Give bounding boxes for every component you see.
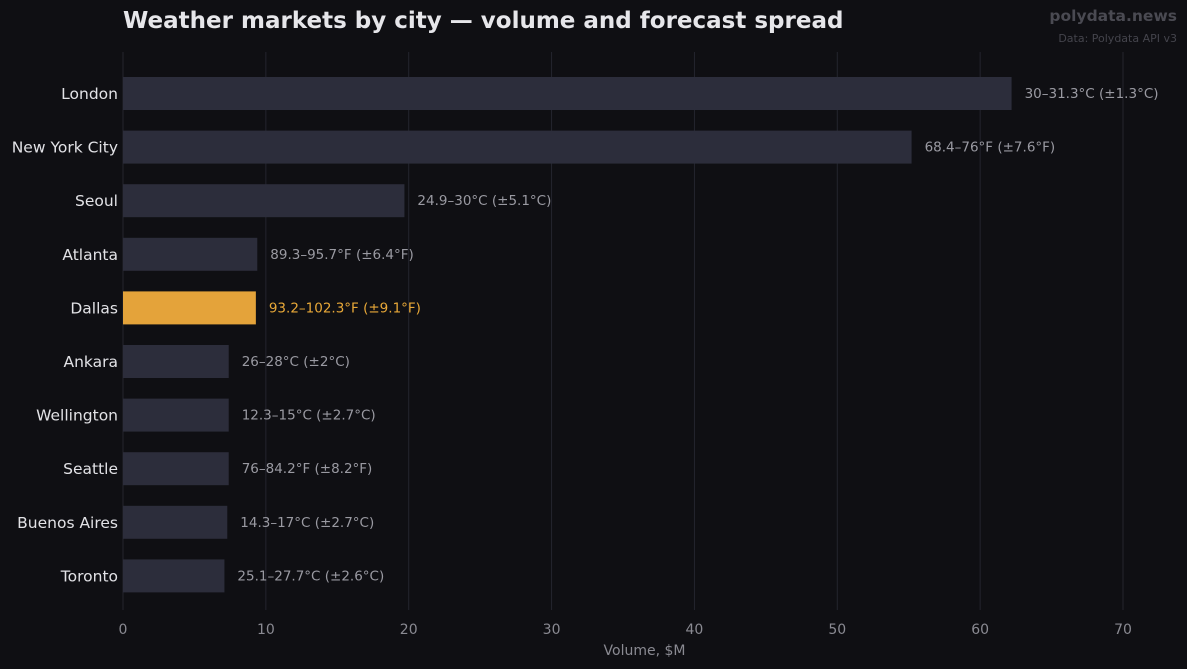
category-labels: London New York City Seoul Atlanta Dallas Ank… [12,85,118,585]
value-label: 26–28°C (±2°C) [242,354,350,370]
bar-wellington [123,398,229,432]
x-tick-label: 50 [828,622,846,638]
value-label: 24.9–30°C (±5.1°C) [417,193,551,209]
bar-seattle [123,452,229,486]
bar-london [123,77,1012,110]
x-tick-label: 40 [686,622,704,638]
bar-seoul [123,184,405,218]
category-label: Toronto [60,567,118,585]
bar-toronto [123,559,225,593]
x-tick-label: 30 [543,622,561,638]
bar-ankara [123,345,229,378]
category-label: London [61,85,118,103]
category-label: Buenos Aires [17,514,118,532]
value-label: 30–31.3°C (±1.3°C) [1025,86,1159,102]
value-labels: 30–31.3°C (±1.3°C) 68.4–76°F (±7.6°F) 24.9… [237,86,1158,584]
category-label: Atlanta [62,246,118,264]
value-label: 12.3–15°C (±2.7°C) [242,408,376,424]
x-tick-label: 60 [971,622,989,638]
bar-buenos-aires [123,505,228,539]
x-tick-label: 20 [400,622,418,638]
bar-dallas [123,291,256,325]
value-label: 93.2–102.3°F (±9.1°F) [269,300,421,316]
data-source: Data: Polydata API v3 [1058,32,1177,45]
bars [123,77,1012,593]
chart-title: Weather markets by city — volume and for… [123,8,844,34]
x-axis-title: Volume, $M [604,643,686,659]
value-label: 76–84.2°F (±8.2°F) [242,461,373,477]
bar-new-york-city [123,130,912,164]
value-label: 25.1–27.7°C (±2.6°C) [237,568,384,584]
x-tick-label: 0 [119,622,128,638]
value-label: 89.3–95.7°F (±6.4°F) [270,247,414,263]
bar-atlanta [123,237,258,271]
value-label: 14.3–17°C (±2.7°C) [240,515,374,531]
x-tick-label: 70 [1114,622,1132,638]
value-label: 68.4–76°F (±7.6°F) [925,140,1056,156]
x-tick-label: 10 [257,622,275,638]
category-label: Wellington [36,407,118,425]
category-label: Dallas [70,299,118,317]
category-label: Seoul [75,192,118,210]
brand-logo: polydata.news [1049,7,1177,25]
category-label: Ankara [64,353,119,371]
x-axis-ticks: 0 10 20 30 40 50 60 70 [119,622,1132,638]
category-label: New York City [12,139,118,157]
category-label: Seattle [63,460,118,478]
